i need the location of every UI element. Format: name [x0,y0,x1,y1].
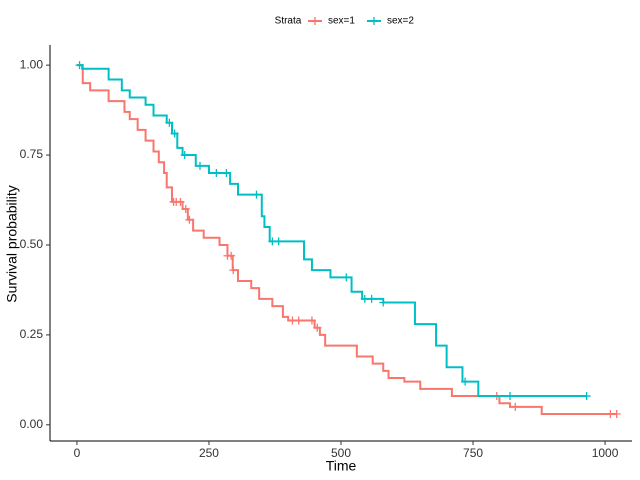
censor-mark [170,129,179,138]
censor-mark [461,377,470,386]
legend-title: Strata [275,16,302,27]
censor-mark [511,402,520,411]
censor-mark [294,316,303,325]
y-axis-title: Survival probability [4,185,20,303]
x-tick-label: 1000 [592,446,619,460]
censor-mark [180,151,189,160]
censor-mark [367,294,376,303]
x-tick-label: 750 [463,446,483,460]
x-axis-title: Time [326,458,357,474]
censor-mark [360,294,369,303]
censor-mark [252,190,261,199]
y-tick-label: 0.75 [20,147,44,161]
censor-mark [307,316,316,325]
censor-mark [342,273,351,282]
censor-mark [274,237,283,246]
censor-mark [185,215,194,224]
censor-mark [227,251,236,260]
censor-mark [176,197,185,206]
y-tick-label: 0.25 [20,327,44,341]
legend-label: sex=1 [328,16,355,27]
y-tick-label: 0.00 [20,417,44,431]
censor-mark [506,392,515,401]
survival-curve [76,64,617,416]
censor-mark [212,169,221,178]
survival-curve [76,64,587,398]
censor-mark [222,169,231,178]
censor-mark [195,161,204,170]
legend-label: sex=2 [387,16,414,27]
censor-mark [181,205,190,214]
censor-mark [612,410,621,419]
x-tick-label: 250 [199,446,219,460]
x-tick-label: 500 [331,446,351,460]
censor-mark [313,323,322,332]
censor-mark [379,298,388,307]
censor-mark [165,118,174,127]
censor-mark [582,392,591,401]
y-tick-label: 0.50 [20,237,44,251]
censor-mark [75,61,84,70]
y-tick-label: 1.00 [20,57,44,71]
x-tick-label: 0 [74,446,81,460]
censor-mark [229,266,238,275]
